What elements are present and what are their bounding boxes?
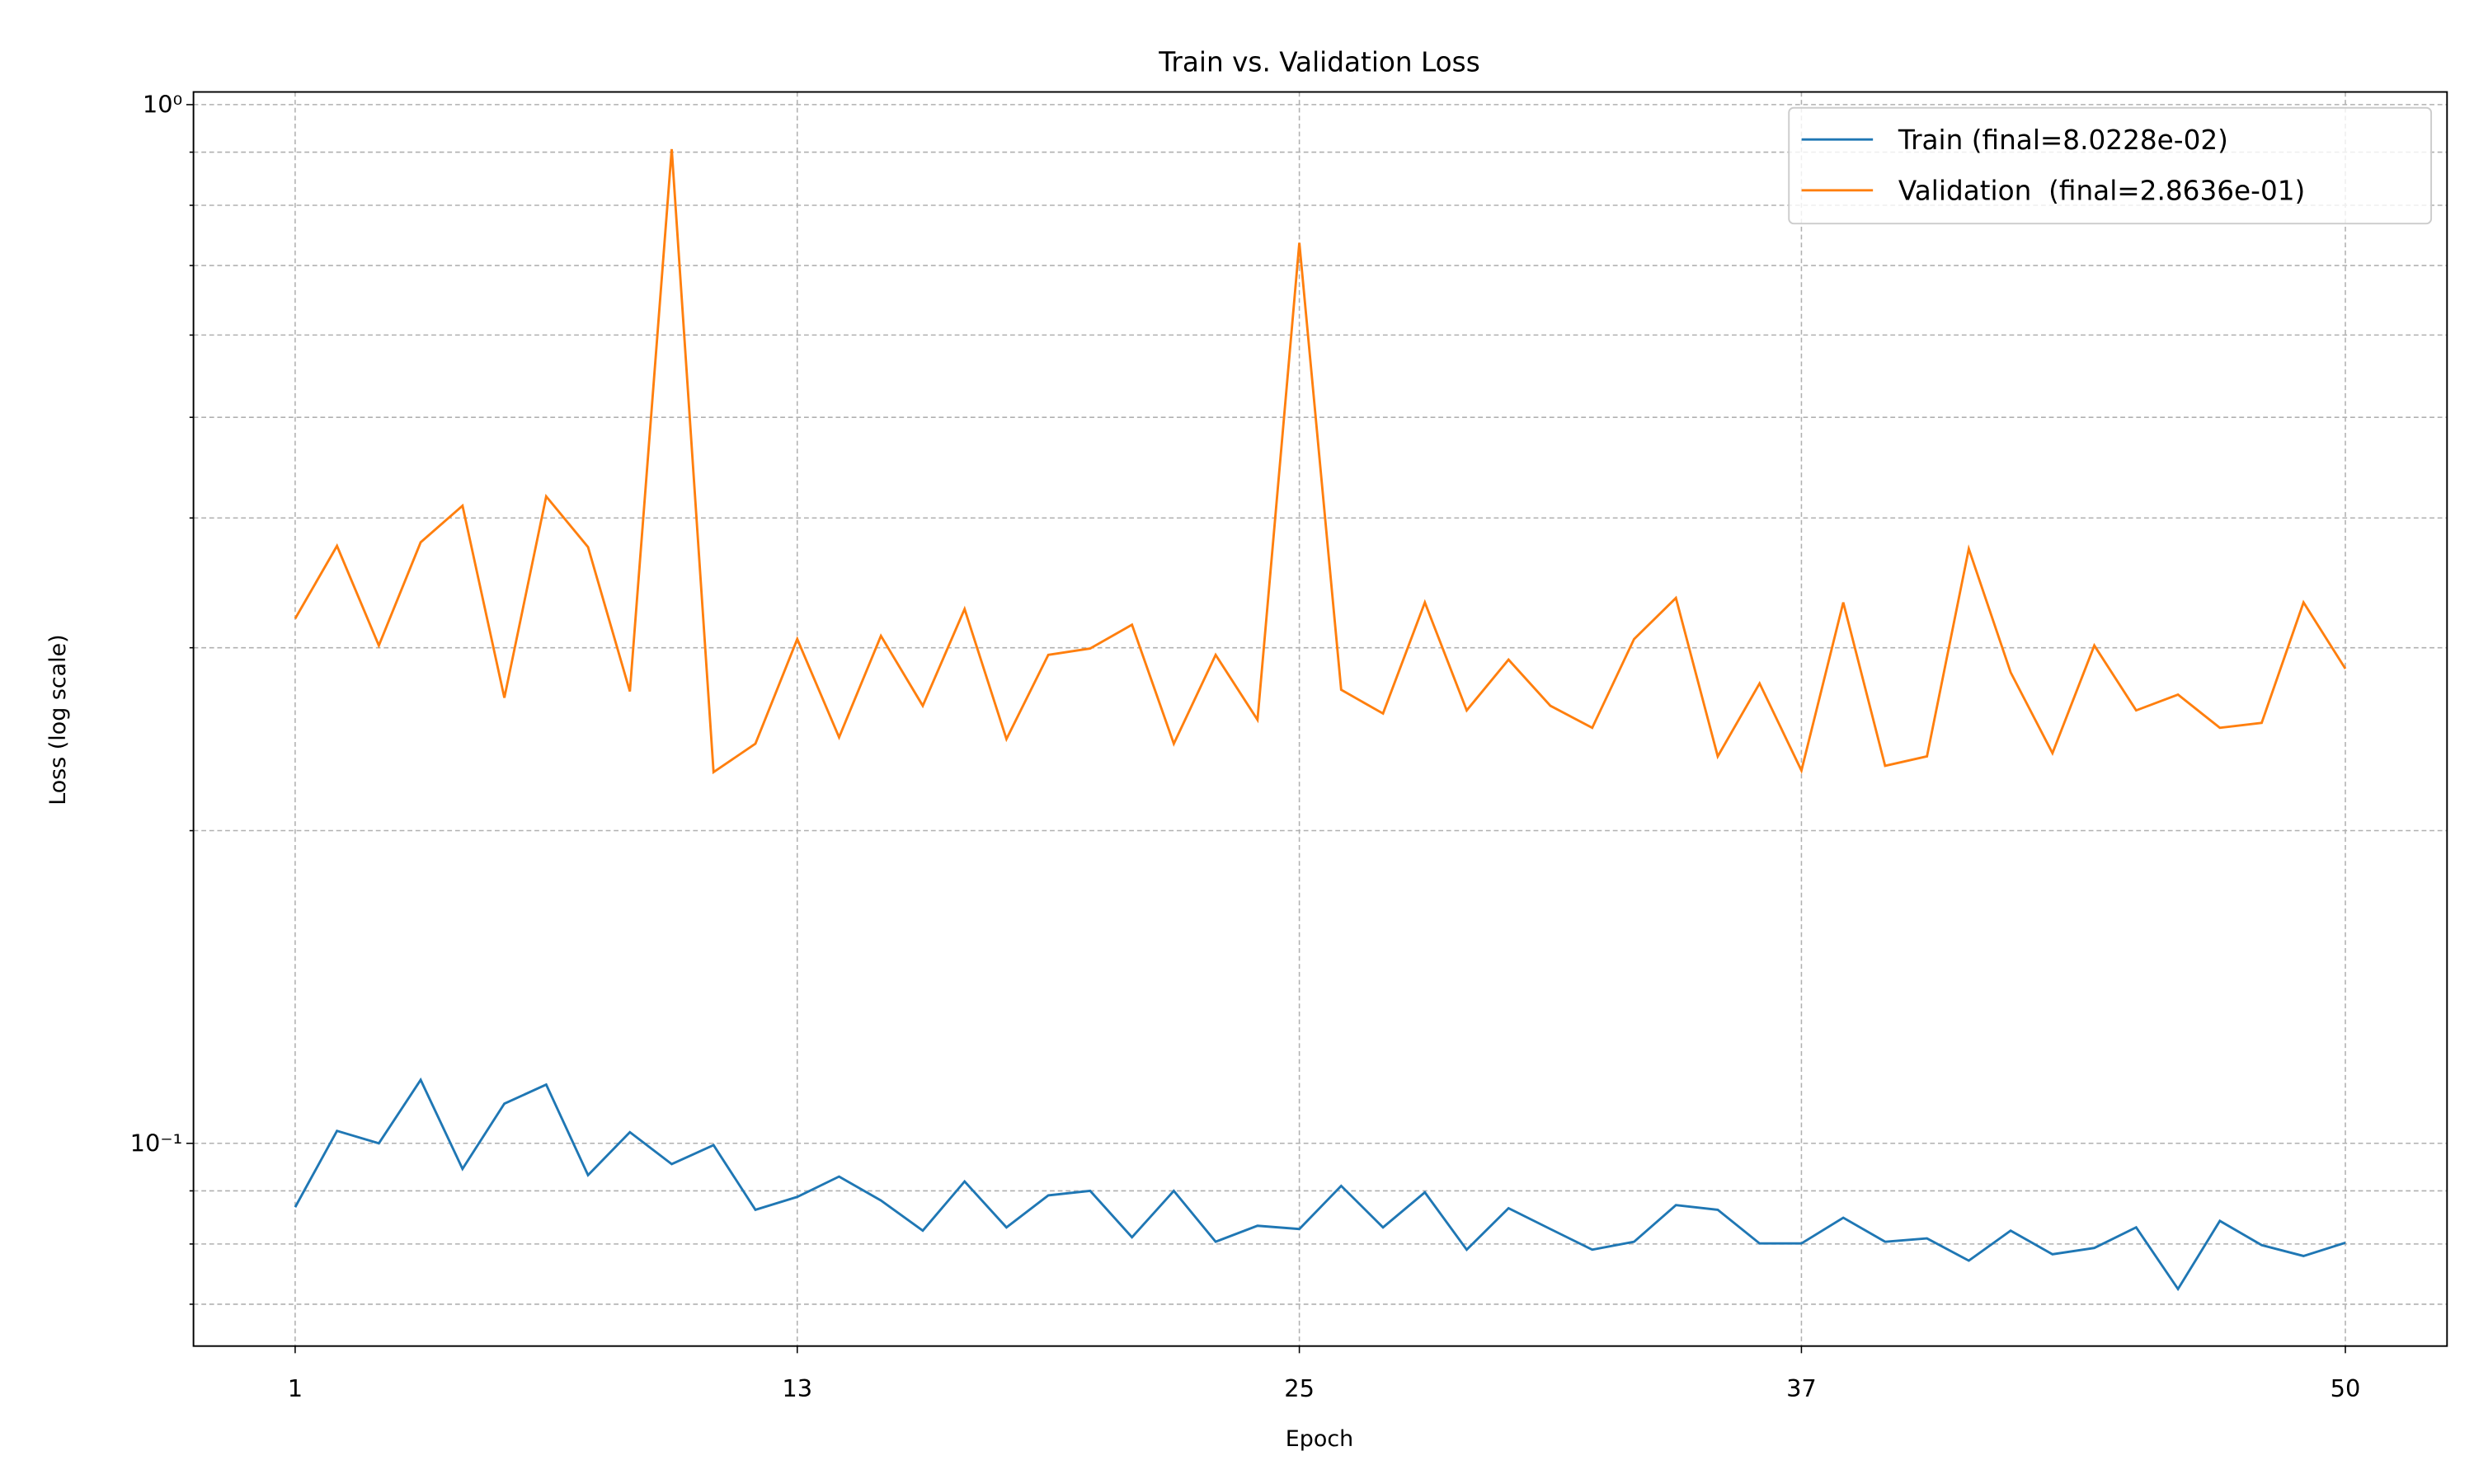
x-axis-label: Epoch: [1286, 1426, 1353, 1452]
x-tick-label: 25: [1284, 1374, 1315, 1402]
y-tick-label: 10⁰: [143, 91, 182, 119]
plot-frame: [192, 91, 2448, 1347]
legend-label: Train (final=8.0228e-02): [1898, 124, 2228, 156]
legend: Train (final=8.0228e-02) Validation (fina…: [1788, 106, 2433, 225]
series-line: [294, 1077, 2346, 1292]
legend-box: [1788, 106, 2433, 225]
x-tick-label: 13: [782, 1374, 812, 1402]
chart-title: Train vs. Validation Loss: [1158, 47, 1479, 78]
series-line: [294, 148, 2347, 775]
x-tick-label: 50: [2331, 1374, 2361, 1402]
y-axis-label: Loss (log scale): [45, 634, 71, 805]
x-tick-label: 37: [1786, 1374, 1817, 1402]
y-tick-label: 10⁻¹: [130, 1129, 182, 1157]
x-tick-label: 1: [288, 1374, 303, 1402]
legend-label: Validation (final=2.8636e-01): [1898, 175, 2305, 206]
